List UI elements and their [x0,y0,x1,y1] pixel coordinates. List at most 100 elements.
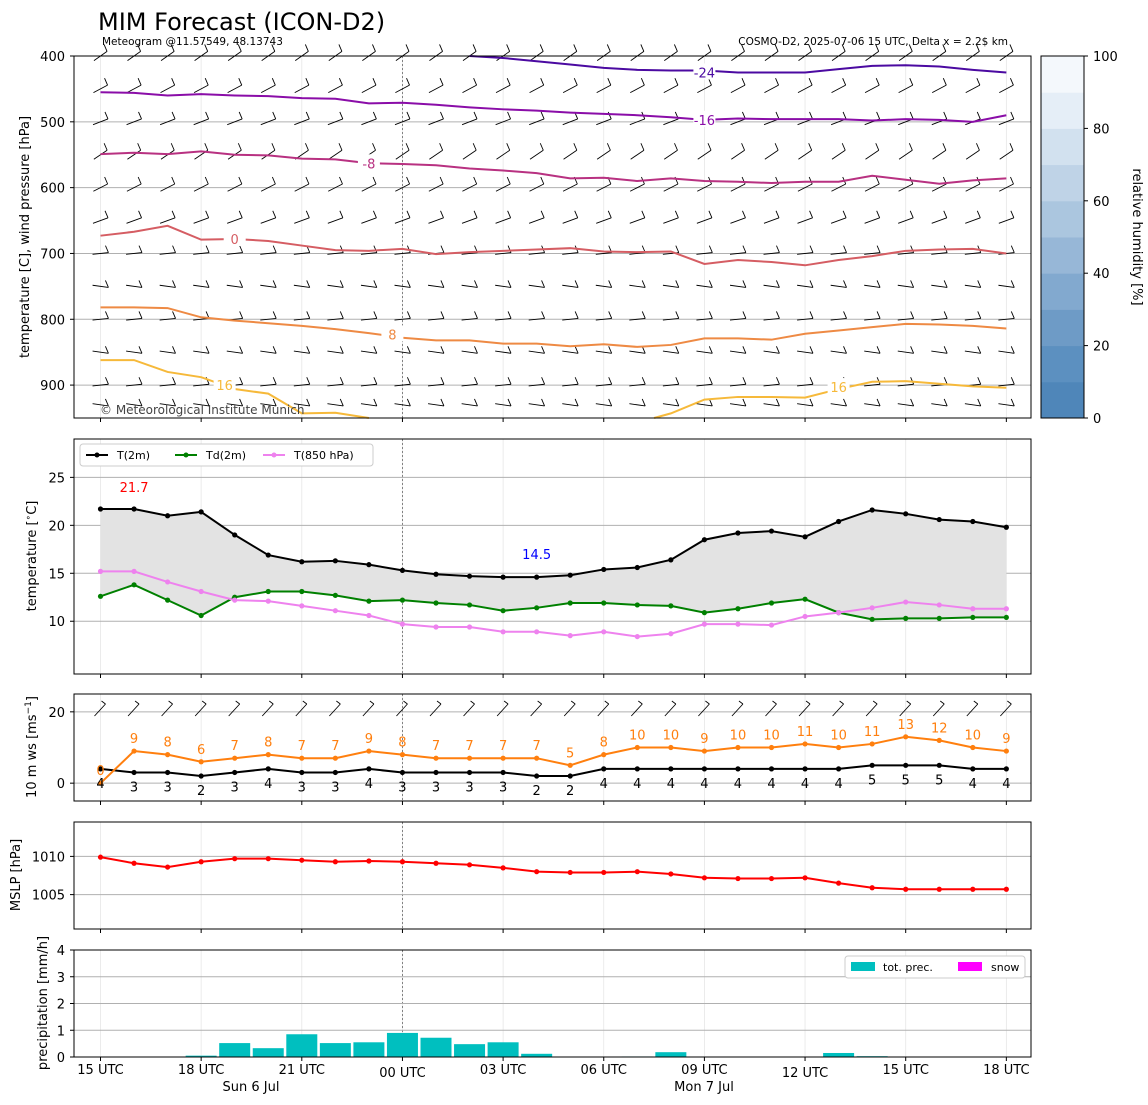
gust-point [903,734,909,740]
wind-barb-flag [171,77,176,86]
wind-barb-flag [507,311,512,319]
t2m-point [768,528,775,534]
surface-wind-barb [630,703,643,717]
wind-barb-flag [272,377,277,385]
y-tick-label: 0 [57,777,65,792]
y-tick-label: 20 [48,706,65,721]
t850-point [701,621,708,627]
mslp-point [534,869,540,875]
wind-barb-flag [474,280,478,288]
wind-barb-flag [943,111,948,120]
wind-barb [562,317,579,321]
gust-point [936,737,942,743]
colorbar-cell [1041,200,1084,238]
wind-barb [495,252,512,255]
wind-barb-flag [339,210,344,218]
precip-bar [185,1055,217,1057]
surface-wind-barb-flag [772,700,777,705]
gust-label: 7 [499,739,507,754]
x-tick-label: 06 UTC [581,1063,627,1078]
wind-barb-flag [910,398,915,407]
wind-barb-flag [406,111,411,120]
wind-barb-flag [406,77,410,86]
mslp-point [332,859,338,865]
wind-barb-flag [406,346,411,354]
x-tick-label: 21 UTC [279,1063,325,1078]
wind-barb-flag [405,44,410,52]
wind-barb [764,183,779,192]
wind-speed-label: 4 [264,777,272,792]
wind-barb [361,217,377,224]
wind-barb-flag [474,377,478,385]
wind-speed-point [701,766,708,772]
wind-barb [360,317,377,321]
wind-barb [126,183,142,192]
mslp-point [802,875,808,881]
wind-speed-label: 2 [197,784,205,799]
wind-speed-label: 2 [533,784,541,799]
upper-air-wind-barbs [92,44,1015,407]
wind-barb-flag [271,176,276,185]
wind-barb [429,149,443,160]
gust-point [735,744,741,751]
wind-barb-flag [943,377,948,385]
wind-barb [696,284,713,288]
wind-speed-point [332,769,338,776]
x-tick-label: 00 UTC [379,1066,425,1081]
isotherm-line [469,55,1007,74]
wind-barb [461,118,478,126]
wind-barb [93,183,108,192]
wind-barb-flag [675,280,680,288]
isotherm-label: -24 [694,66,715,81]
date-label-sun: Sun 6 Jul [223,1080,280,1095]
figure-subtitle-left: Meteogram @11.57549, 48.13743 [102,36,283,48]
wind-barb-flag [976,77,981,86]
wind-barb [998,118,1014,126]
wind-barb [797,183,813,192]
colorbar-cell [1041,164,1084,202]
precipitation-panel: 0 1 2 3 4 tot. prec. snow precipitation [mm/… [36,936,1032,1070]
t850-point [836,610,842,616]
t850-point [802,613,808,620]
t850-point [165,579,171,585]
y-tick-label: 1005 [32,889,65,904]
wind-barb [563,149,578,160]
wind-barb-flag [741,143,745,151]
wind-speed-point [903,762,909,768]
wind-barb [630,149,645,160]
wind-barb-flag [541,346,545,354]
surface-wind-barb [94,703,106,717]
wind-barb-flag [406,280,411,288]
wind-barb [763,383,780,387]
colorbar-cell [1041,309,1084,347]
gust-label: 8 [600,736,608,751]
wind-barb [897,350,914,354]
mslp-point [567,869,573,876]
wind-speed-point [1003,766,1009,772]
wind-speed-label: 2 [566,784,574,799]
wind-barb-flag [406,311,411,319]
wind-barb-flag [809,311,814,319]
wind-barb-flag [238,176,243,185]
wind-barb-flag [776,280,780,288]
surface-wind-barb [597,703,610,717]
gust-point [131,748,137,754]
wind-barb [260,118,276,126]
temperature-frame [73,438,1032,675]
wind-barb-flag [741,77,746,86]
wind-barb [328,84,343,94]
wind-barb [394,284,411,288]
wind-barb [729,317,746,321]
wind-barb-flag [742,398,747,407]
wind-barb-flag [373,245,378,253]
wind-speed-label: 4 [633,777,641,792]
y-tick-label: 0 [57,1051,65,1066]
wind-barb-flag [238,210,243,218]
td2m-point [634,602,640,608]
wind-barb-flag [943,346,948,354]
wind-speed-label: 4 [1002,777,1010,792]
isotherm-label: 16 [830,381,847,396]
wind-barb [361,84,377,94]
legend-precip: tot. prec. [883,961,933,974]
wind-barb [293,383,310,387]
